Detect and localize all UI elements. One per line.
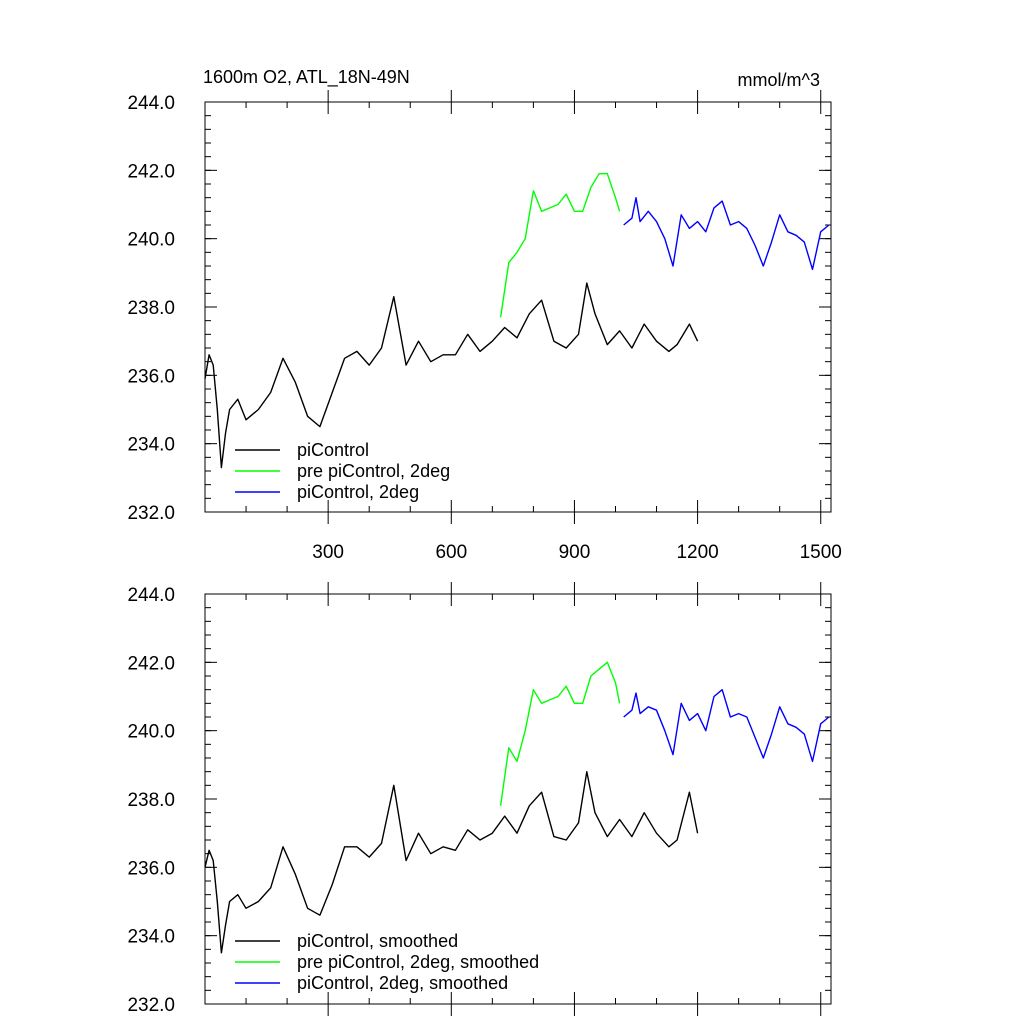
bottom-panel-series [204, 661, 830, 954]
top-panel-title: 1600m O2, ATL_18N-49N [203, 67, 410, 88]
x-tick-label: 900 [559, 542, 591, 563]
top-panel-frame [204, 101, 832, 513]
legend-label: pre piControl, 2deg, smoothed [297, 952, 539, 972]
series-line-pre-picontrol-2deg [499, 173, 621, 318]
series-line-picontrol-2deg-smoothed [623, 689, 830, 763]
y-tick-label: 242.0 [127, 161, 175, 182]
y-tick-label: 242.0 [127, 653, 175, 674]
x-tick-label: 600 [435, 542, 467, 563]
x-tick-label: 300 [312, 542, 344, 563]
bottom-panel: 232.0 234.0 236.0 238.0 240.0 242.0 244.0 piCo… [127, 582, 832, 1016]
legend-label: pre piControl, 2deg [297, 461, 450, 481]
y-tick-label: 236.0 [127, 366, 175, 387]
legend-label: piControl, 2deg, smoothed [297, 973, 508, 993]
x-tick-label: 1200 [676, 542, 718, 563]
y-tick-label: 232.0 [127, 995, 175, 1016]
series-line-picontrol-2deg [623, 197, 830, 271]
top-panel-ticks: 232.0 234.0 236.0 238.0 240.0 242.0 244.0 300 60… [127, 90, 842, 563]
top-panel: 1600m O2, ATL_18N-49N mmol/m^3 232.0 234.… [127, 67, 841, 563]
legend-label: piControl [297, 440, 369, 460]
top-panel-units: mmol/m^3 [738, 70, 820, 90]
series-line-picontrol-smoothed [204, 771, 699, 954]
top-panel-series [204, 173, 830, 469]
y-tick-label: 238.0 [127, 298, 175, 319]
y-tick-label: 244.0 [127, 93, 175, 114]
y-tick-label: 234.0 [127, 435, 175, 456]
bottom-panel-frame [204, 593, 832, 1005]
y-tick-label: 236.0 [127, 858, 175, 879]
y-tick-label: 240.0 [127, 722, 175, 743]
y-tick-label: 232.0 [127, 503, 175, 524]
legend-label: piControl, 2deg [297, 482, 419, 502]
x-tick-label: 1500 [800, 542, 842, 563]
legend-label: piControl, smoothed [297, 931, 458, 951]
series-line-pre-picontrol-2deg-smoothed [499, 661, 621, 806]
y-tick-label: 240.0 [127, 230, 175, 251]
y-tick-label: 238.0 [127, 790, 175, 811]
bottom-panel-ticks: 232.0 234.0 236.0 238.0 240.0 242.0 244.0 [127, 582, 831, 1016]
y-tick-label: 234.0 [127, 927, 175, 948]
series-line-picontrol [204, 282, 699, 469]
y-tick-label: 244.0 [127, 585, 175, 606]
